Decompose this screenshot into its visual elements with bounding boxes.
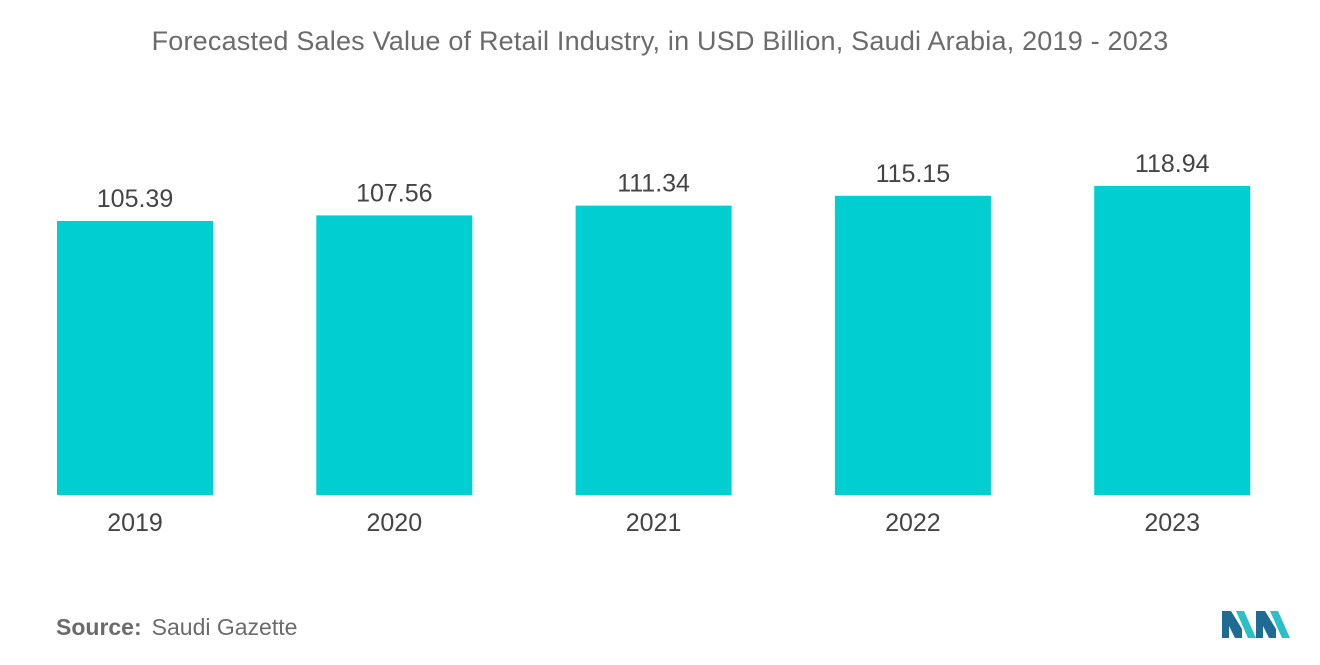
source-note: Source: Saudi Gazette	[56, 614, 297, 641]
value-label-2019: 105.39	[97, 185, 173, 213]
bar-2022	[834, 195, 991, 495]
category-label-2023: 2023	[1144, 509, 1200, 537]
value-label-2023: 118.94	[1135, 150, 1210, 178]
source-label: Source:	[56, 614, 142, 640]
category-label-2019: 2019	[107, 509, 163, 537]
bar-2021	[575, 205, 732, 496]
source-text: Saudi Gazette	[151, 614, 298, 640]
bar-2020	[316, 215, 473, 495]
category-label-2020: 2020	[366, 509, 422, 537]
bar-2019	[57, 221, 213, 495]
brand-logo-icon	[1222, 611, 1290, 638]
category-label-2021: 2021	[626, 509, 682, 537]
value-label-2020: 107.56	[356, 179, 432, 207]
value-label-2022: 115.15	[876, 160, 951, 188]
category-label-2022: 2022	[885, 509, 941, 537]
bar-2023	[1094, 186, 1251, 495]
chart-title: Forecasted Sales Value of Retail Industr…	[151, 26, 1169, 56]
value-label-2021: 111.34	[617, 170, 690, 198]
